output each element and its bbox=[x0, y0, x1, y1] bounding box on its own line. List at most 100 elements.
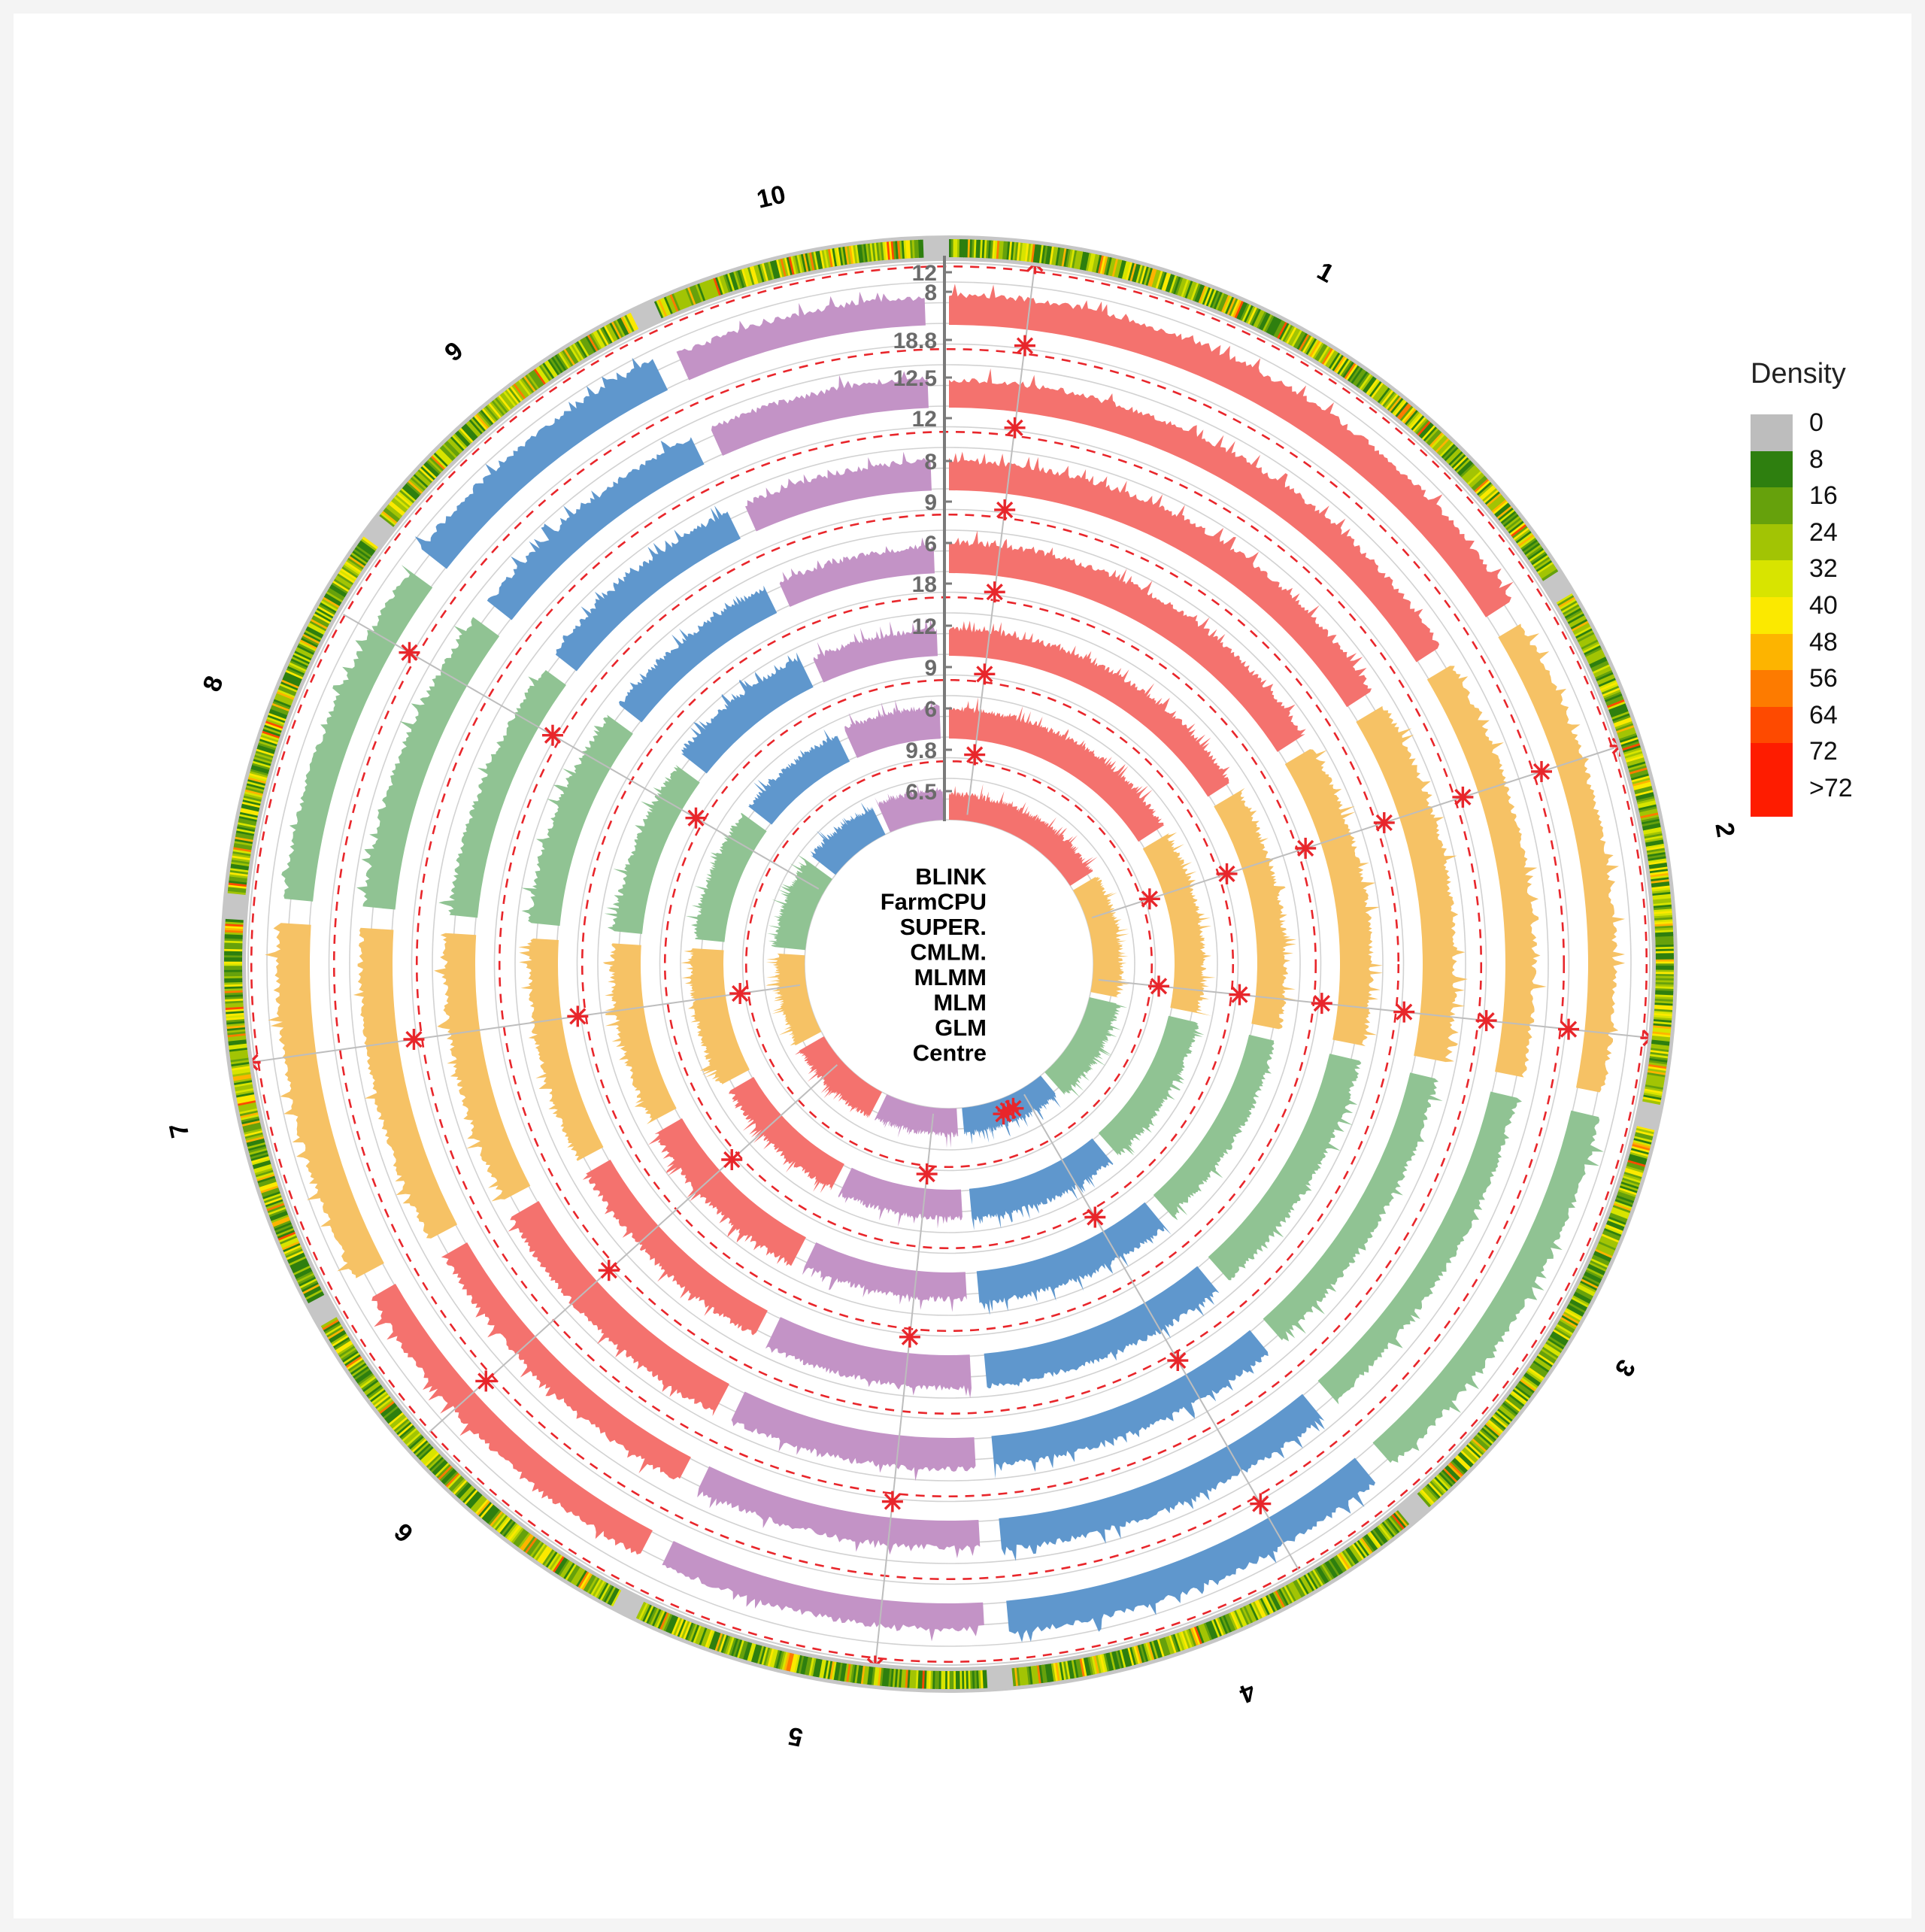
axis-tick-label: 9.8 bbox=[905, 739, 937, 763]
asterisk-icon bbox=[1373, 811, 1395, 833]
track-SUPER.-chr6 bbox=[648, 1118, 806, 1266]
track-MLMM-chr8 bbox=[438, 670, 566, 918]
track-GLM-chr7 bbox=[265, 923, 384, 1278]
track-SUPER.-chr10 bbox=[813, 617, 938, 683]
axis-tick-label: 8 bbox=[924, 450, 937, 475]
track-MLM-chr4 bbox=[999, 1394, 1325, 1561]
track-MLMM-chr1 bbox=[949, 451, 1372, 708]
asterisk-icon bbox=[916, 1163, 938, 1185]
asterisk-icon bbox=[1475, 1010, 1497, 1032]
asterisk-icon bbox=[974, 663, 996, 685]
legend-label: 56 bbox=[1809, 664, 1838, 693]
track-GLM-chr8 bbox=[281, 565, 433, 902]
track-MLM-chr8 bbox=[356, 617, 500, 910]
chromosome-label: 4 bbox=[1235, 1677, 1260, 1709]
track-SUPER.-chr3 bbox=[1153, 1034, 1275, 1221]
chromosome-label: 9 bbox=[439, 336, 468, 367]
asterisk-icon bbox=[899, 1326, 920, 1348]
asterisk-icon bbox=[1084, 1206, 1106, 1228]
asterisk-icon bbox=[881, 1491, 903, 1512]
axis-tick-label: 12 bbox=[912, 614, 937, 639]
asterisk-icon bbox=[598, 1260, 620, 1281]
axis-tick-label: 6 bbox=[924, 697, 937, 722]
chromosome-label: 3 bbox=[1609, 1354, 1641, 1382]
legend-swatch bbox=[1751, 633, 1793, 671]
track-CMLM.-chr9 bbox=[619, 585, 778, 723]
track-CMLM.-chr7 bbox=[518, 939, 604, 1161]
track-CMLM.-chr4 bbox=[984, 1266, 1220, 1389]
track-MLM-chr3 bbox=[1317, 1091, 1522, 1405]
legend-title: Density bbox=[1751, 358, 1846, 390]
track-BLINK-chr1 bbox=[949, 784, 1098, 886]
circular-manhattan-plot: 1234567891012818.812.5128961812969.86.5B… bbox=[164, 180, 1740, 1752]
significant-hits bbox=[239, 253, 1662, 1677]
axis-tick-label: 12 bbox=[912, 407, 937, 432]
figure-frame: 1 2 3 4 5 6 7 8 9 10 12 8 18.8 12.5 12 8 9 6 18 12 9 6 9.8 6.5 B… bbox=[14, 14, 1911, 1918]
track-SUPER.-chr4 bbox=[976, 1202, 1172, 1315]
asterisk-icon bbox=[399, 641, 420, 663]
track-CMLM.-chr10 bbox=[779, 537, 935, 607]
track-BLINK-chr8 bbox=[767, 854, 832, 951]
track-FarmCPU-chr3 bbox=[1098, 1015, 1205, 1156]
chromosome-label: 7 bbox=[164, 1121, 195, 1141]
chromosome-label: 5 bbox=[786, 1721, 805, 1752]
asterisk-icon bbox=[1295, 837, 1317, 859]
track-BLINK-chr5 bbox=[875, 1094, 959, 1148]
track-FarmCPU-chr4 bbox=[969, 1138, 1114, 1230]
track-MLM-chr10 bbox=[711, 371, 929, 456]
chromosome-label: 8 bbox=[197, 672, 229, 696]
asterisk-icon bbox=[1558, 1018, 1580, 1040]
density-legend: Density 0 8 16 24 32 40 48 56 64 72 >72 bbox=[1743, 358, 1893, 817]
method-label: FarmCPU bbox=[881, 889, 987, 915]
track-SUPER.-chr2 bbox=[1214, 787, 1297, 1030]
track-MLMM-chr5 bbox=[731, 1391, 976, 1482]
track-MLM-chr2 bbox=[1426, 666, 1547, 1078]
track-MLMM-chr2 bbox=[1356, 705, 1468, 1063]
track-CMLM.-chr2 bbox=[1284, 749, 1384, 1047]
asterisk-icon bbox=[567, 1005, 589, 1027]
track-MLM-chr7 bbox=[353, 927, 458, 1239]
track-GLM-chr1 bbox=[949, 284, 1514, 617]
track-MLMM-chr9 bbox=[555, 505, 741, 672]
asterisk-icon bbox=[729, 983, 751, 1005]
axis-tick-label: 8 bbox=[924, 281, 937, 305]
manhattan-tracks bbox=[265, 284, 1626, 1642]
axis-tick-label: 6.5 bbox=[905, 780, 937, 805]
axis-tick-label: 9 bbox=[924, 490, 937, 515]
asterisk-icon bbox=[1216, 863, 1238, 884]
asterisk-icon bbox=[1004, 417, 1026, 438]
legend-label: 0 bbox=[1809, 408, 1823, 437]
track-MLM-chr5 bbox=[697, 1466, 981, 1558]
chromosome-label: 6 bbox=[389, 1517, 419, 1548]
asterisk-icon bbox=[475, 1370, 497, 1392]
method-label: MLMM bbox=[914, 964, 987, 990]
track-SUPER.-chr7 bbox=[602, 943, 677, 1124]
track-FarmCPU-chr6 bbox=[729, 1077, 844, 1193]
track-SUPER.-chr8 bbox=[604, 765, 700, 934]
track-GLM-chr2 bbox=[1498, 623, 1626, 1093]
asterisk-icon bbox=[994, 499, 1016, 520]
axis-tick-label: 9 bbox=[924, 656, 937, 681]
axis-tick-label: 12.5 bbox=[893, 366, 937, 391]
axis-tick-label: 12 bbox=[912, 261, 937, 286]
track-MLM-chr1 bbox=[949, 368, 1440, 663]
asterisk-icon bbox=[964, 744, 986, 766]
legend-swatch bbox=[1751, 450, 1793, 488]
asterisk-icon bbox=[685, 807, 707, 829]
legend-label: 24 bbox=[1809, 517, 1838, 547]
legend-swatch bbox=[1751, 414, 1793, 451]
track-FarmCPU-chr1 bbox=[949, 697, 1165, 842]
track-MLMM-chr4 bbox=[991, 1330, 1269, 1479]
legend-swatch bbox=[1751, 670, 1793, 707]
method-label: GLM bbox=[935, 1015, 987, 1041]
density-ring bbox=[220, 235, 1678, 1693]
track-MLM-chr9 bbox=[487, 437, 705, 620]
track-FarmCPU-chr9 bbox=[748, 729, 850, 825]
legend-label: 8 bbox=[1809, 444, 1823, 474]
method-label: Centre bbox=[913, 1040, 987, 1066]
legend-swatch-column bbox=[1751, 414, 1793, 817]
legend-label: 32 bbox=[1809, 554, 1838, 584]
asterisk-icon bbox=[1452, 786, 1474, 808]
method-label: SUPER. bbox=[900, 914, 987, 940]
